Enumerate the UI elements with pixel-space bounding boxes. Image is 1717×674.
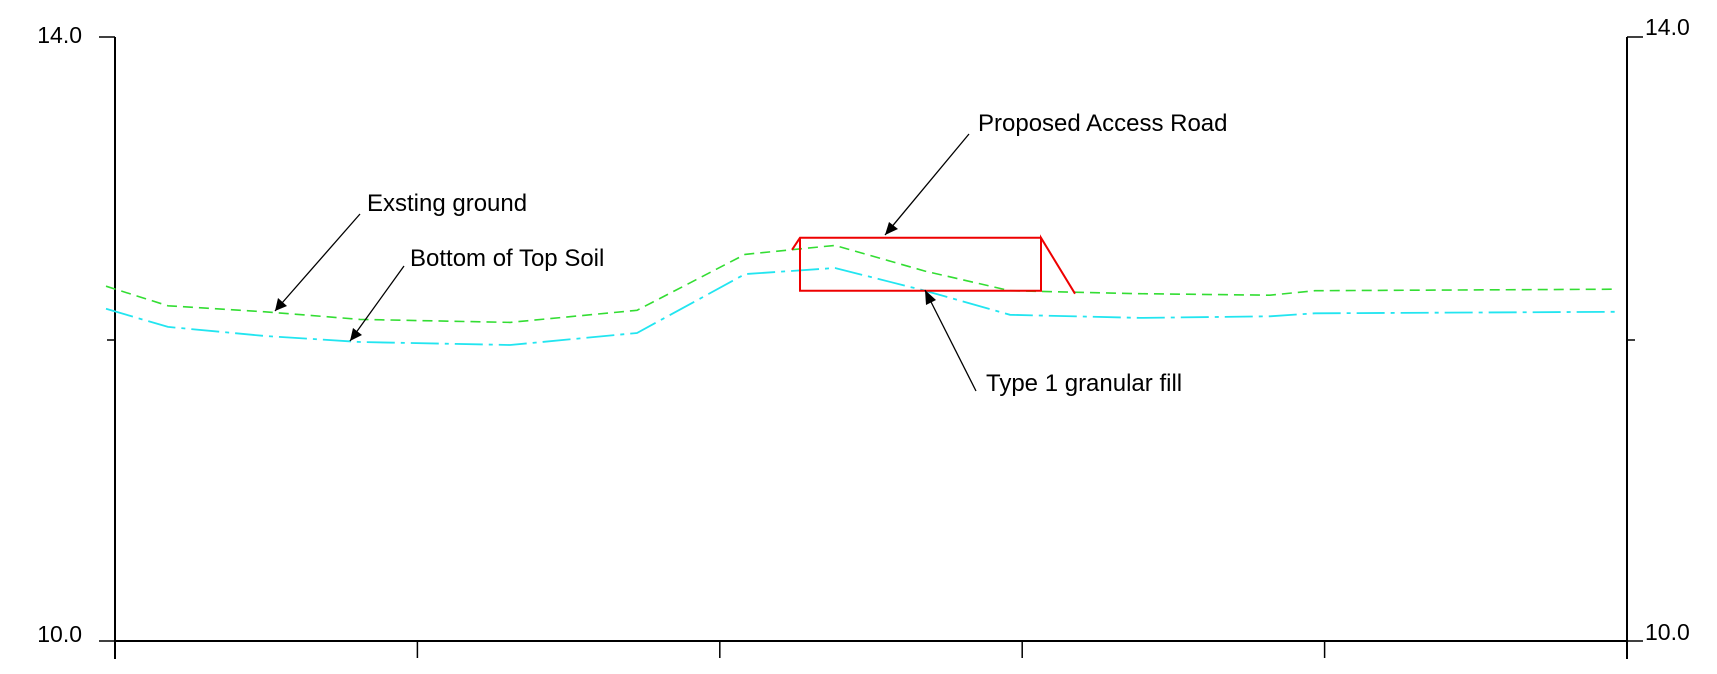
existing-ground-profile [105,244,1618,324]
proposed-access-road-arrowhead [885,222,898,235]
left-bottom-label: 10.0 [37,621,82,647]
right-top-label: 14.0 [1645,14,1690,40]
type-1-granular-fill-label: Type 1 granular fill [986,370,1182,397]
left-top-label: 14.0 [37,22,82,48]
bottom-of-top-soil-leader [349,265,405,342]
proposed-access-road-shape [791,234,1076,295]
exsting-ground-arrowhead [275,298,287,311]
type-1-granular-fill-arrowhead [925,290,936,305]
exsting-ground-leader [274,213,361,312]
right-bottom-label: 10.0 [1645,619,1690,645]
type-1-granular-fill-leader [924,289,977,392]
annotation-leaders [274,133,977,392]
exsting-ground-label: Exsting ground [367,190,527,217]
bottom-axis-ticks [114,641,1628,658]
proposed-access-road-label: Proposed Access Road [978,110,1227,137]
proposed-access-road-leader [884,133,970,236]
bottom-of-top-soil-label: Bottom of Top Soil [410,245,604,272]
bottom-of-top-soil-arrowhead [350,328,362,341]
bottom-of-top-soil-profile [105,267,1618,346]
